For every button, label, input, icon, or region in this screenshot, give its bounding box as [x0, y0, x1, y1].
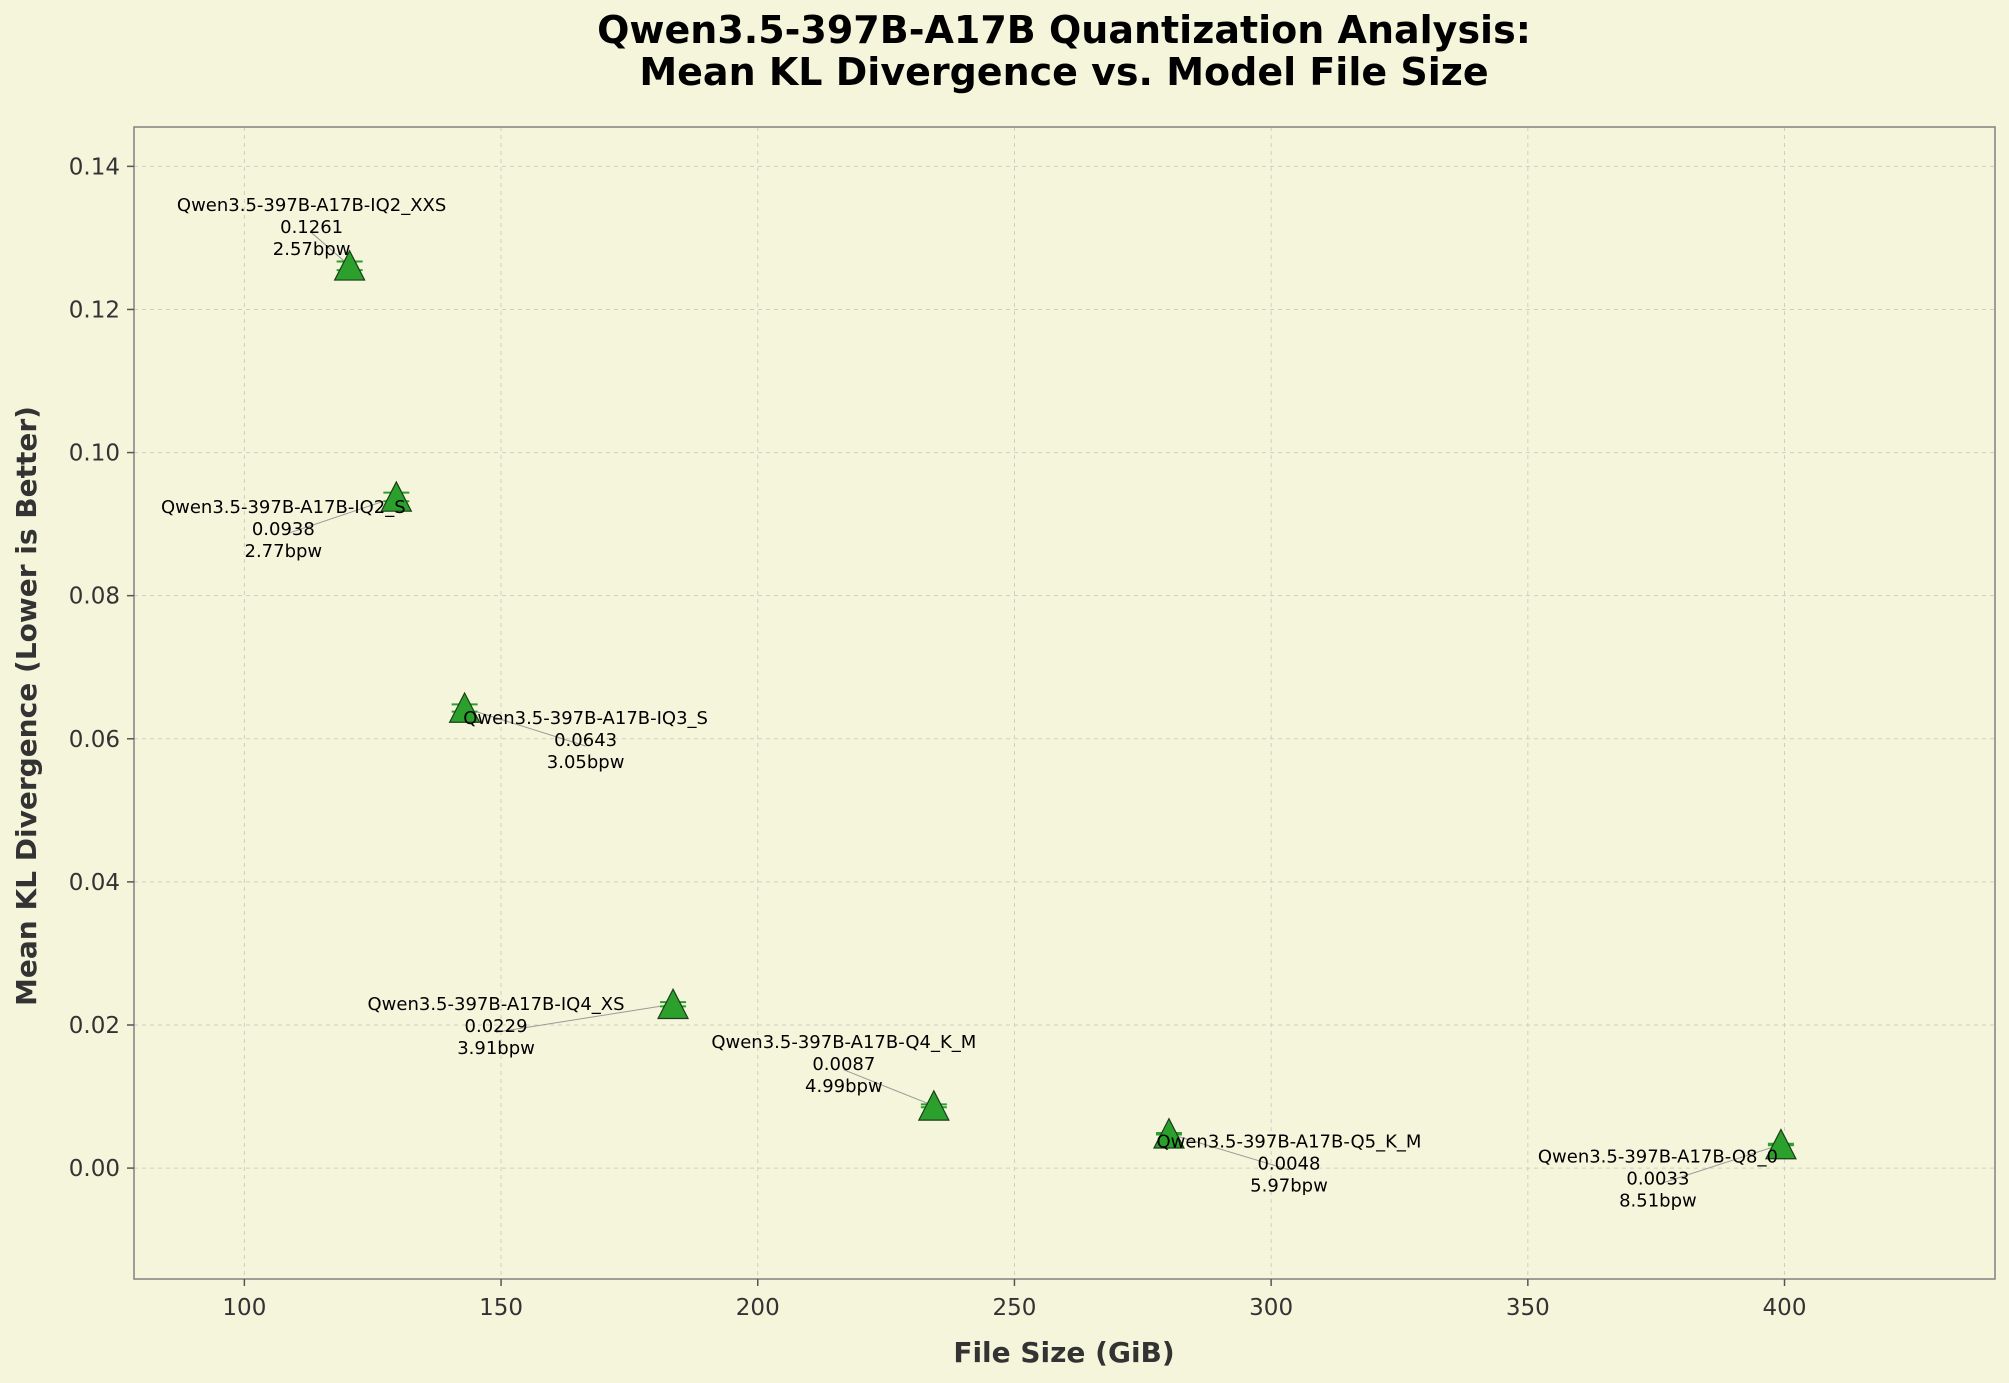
annotation-bpw: 8.51bpw	[1619, 1190, 1697, 1211]
chart-title-line-2: Mean KL Divergence vs. Model File Size	[639, 50, 1488, 94]
x-tick-label: 300	[1249, 1295, 1293, 1321]
plot-area	[134, 127, 1995, 1279]
plot-frame	[133, 126, 1996, 1280]
x-tick-label: 400	[1763, 1295, 1807, 1321]
leader-line	[843, 1069, 935, 1107]
annotation-bpw: 2.77bpw	[245, 541, 323, 562]
annotation-value: 0.0048	[1257, 1154, 1320, 1175]
triangle-marker	[1152, 1117, 1185, 1149]
triangle-marker	[380, 480, 413, 512]
annotation-leader-lines	[283, 232, 1782, 1185]
y-tick-label: 0.02	[69, 1013, 120, 1039]
grid-lines	[134, 127, 1995, 1279]
x-tick-label: 200	[736, 1295, 780, 1321]
annotation-name: Qwen3.5-397B-A17B-IQ4_XS	[368, 994, 625, 1015]
leader-line	[1168, 1133, 1290, 1171]
data-markers	[333, 249, 1797, 1160]
annotation-value: 0.1261	[280, 217, 343, 238]
annotation-bpw: 2.57bpw	[273, 239, 351, 260]
annotation-name: Qwen3.5-397B-A17B-Q5_K_M	[1156, 1132, 1421, 1153]
annotation-name: Qwen3.5-397B-A17B-IQ3_S	[463, 708, 708, 729]
y-tick-label: 0.10	[69, 441, 120, 467]
y-tick-label: 0.06	[69, 727, 120, 753]
triangle-marker	[917, 1089, 950, 1121]
annotation-value: 0.0643	[554, 730, 617, 751]
annotation-value: 0.0087	[812, 1054, 875, 1075]
y-tick-label: 0.00	[69, 1156, 120, 1182]
annotation-value: 0.0229	[465, 1016, 528, 1037]
y-axis-label: Mean KL Divergence (Lower is Better)	[10, 406, 43, 1006]
annotation-bpw: 4.99bpw	[805, 1076, 883, 1097]
triangle-marker	[1764, 1128, 1797, 1160]
annotation-value: 0.0033	[1626, 1168, 1689, 1189]
x-tick-label: 150	[479, 1295, 523, 1321]
leader-line	[1657, 1144, 1782, 1185]
chart-title-line-1: Qwen3.5-397B-A17B Quantization Analysis:	[597, 8, 1531, 52]
leader-line	[283, 496, 397, 536]
y-tick-label: 0.04	[69, 870, 120, 896]
triangle-marker	[448, 691, 481, 723]
leader-line	[495, 1003, 674, 1033]
triangle-marker	[333, 249, 366, 281]
annotation-value: 0.0938	[252, 519, 315, 540]
annotation-name: Qwen3.5-397B-A17B-IQ2_XXS	[177, 195, 446, 216]
y-tick-label: 0.08	[69, 584, 120, 610]
annotation-name: Qwen3.5-397B-A17B-Q4_K_M	[711, 1032, 976, 1053]
y-tick-label: 0.12	[69, 297, 120, 323]
x-tick-label: 350	[1506, 1295, 1550, 1321]
annotation-name: Qwen3.5-397B-A17B-IQ2_S	[161, 497, 406, 518]
leader-line	[464, 707, 586, 747]
y-tick-label: 0.14	[69, 154, 120, 180]
x-tick-label: 100	[222, 1295, 266, 1321]
x-axis-ticks: 100 150 200 250 300 350 400	[222, 1279, 1806, 1321]
x-axis-label: File Size (GiB)	[953, 1336, 1174, 1369]
x-tick-label: 250	[992, 1295, 1036, 1321]
annotation-bpw: 3.91bpw	[457, 1038, 535, 1059]
y-axis-ticks: 0.00 0.02 0.04 0.06 0.08 0.10 0.12 0.14	[69, 154, 134, 1182]
triangle-marker	[657, 987, 690, 1020]
annotation-bpw: 3.05bpw	[547, 752, 625, 773]
annotation-name: Qwen3.5-397B-A17B-Q8_0	[1538, 1146, 1778, 1167]
leader-line	[311, 232, 350, 267]
annotation-bpw: 5.97bpw	[1250, 1176, 1328, 1197]
